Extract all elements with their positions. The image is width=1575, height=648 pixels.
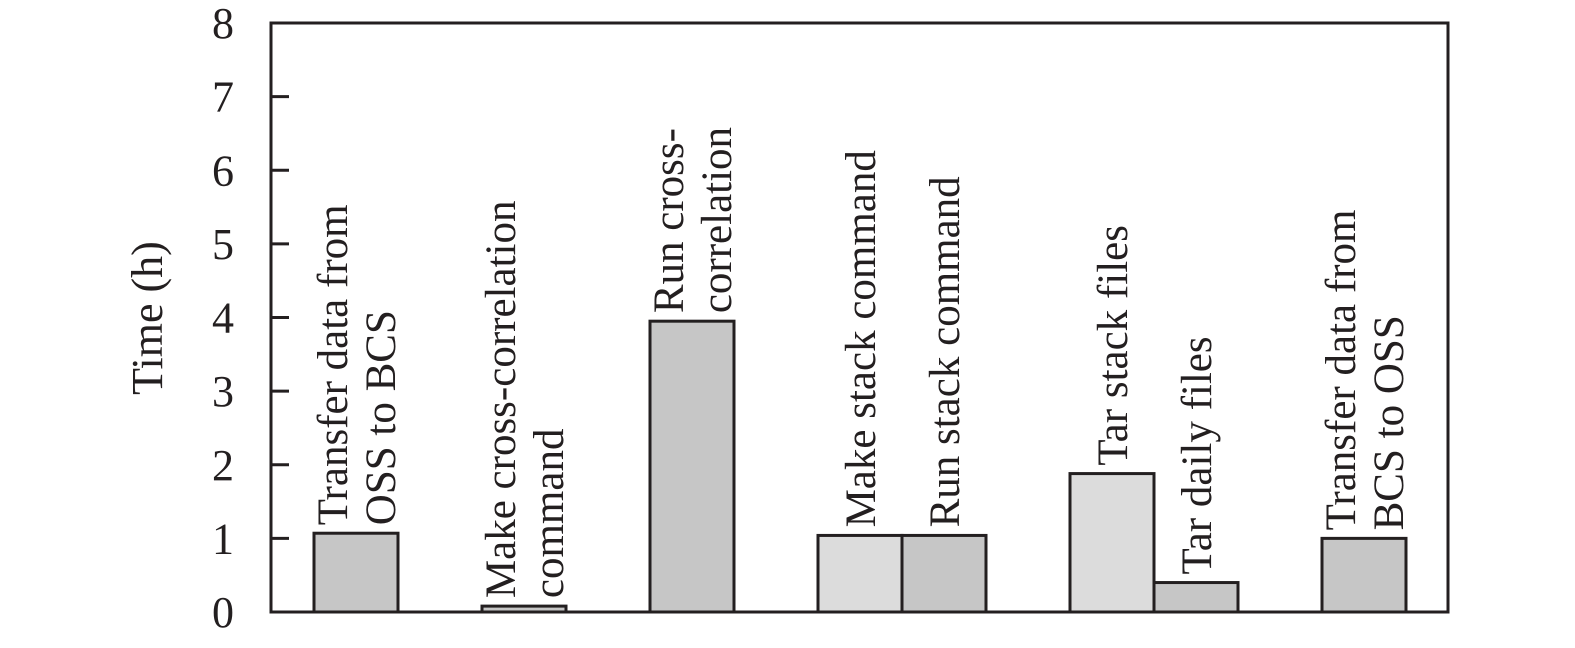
bar-label-line: Make stack command (838, 150, 885, 527)
bar-label-line: BCS to OSS (1366, 315, 1413, 530)
y-tick-label: 1 (212, 514, 234, 563)
bar-label-line: Make cross-correlation (478, 201, 525, 599)
bar (1068, 472, 1156, 614)
bar-label: Make stack command (838, 150, 885, 527)
bar-label-line: Run cross- (646, 128, 693, 313)
bar-label-line: correlation (694, 127, 741, 313)
bar (1320, 536, 1408, 614)
bar-label: Run stack command (922, 176, 969, 527)
y-tick-label: 8 (212, 0, 234, 48)
bar-label-line: command (526, 429, 573, 599)
bar (900, 533, 988, 614)
y-axis-title: Time (h) (123, 241, 172, 395)
bar (648, 319, 736, 614)
bar-label-line: Run stack command (922, 176, 969, 527)
bar-label: Tar stack files (1090, 225, 1137, 466)
bar-label: Tar daily files (1174, 336, 1221, 574)
y-tick-label: 6 (212, 146, 234, 195)
bar-label-line: OSS to BCS (358, 310, 405, 525)
bar (1152, 581, 1240, 614)
bar-label-line: Tar daily files (1174, 336, 1221, 574)
bars (312, 319, 1408, 614)
y-tick-label: 0 (212, 588, 234, 637)
bar-label: Make cross-correlation command (478, 201, 573, 599)
y-tick-label: 3 (212, 367, 234, 416)
bar-label-line: Transfer data from (1318, 210, 1365, 531)
y-tick-label: 2 (212, 441, 234, 490)
bar-labels: Transfer data from OSS to BCS Make cross-c… (310, 127, 1413, 598)
bar (816, 533, 904, 614)
y-tick-label: 5 (212, 220, 234, 269)
bar-label: Run cross-correlation (646, 127, 741, 313)
y-tick-label: 7 (212, 73, 234, 122)
bar (312, 531, 400, 614)
bar-label-line: Transfer data from (310, 204, 357, 525)
bar-label-line: Tar stack files (1090, 225, 1137, 466)
plot-frame (269, 21, 1450, 614)
bar-label: Transfer data from OSS to BCS (310, 204, 405, 525)
bar-label: Transfer data from BCS to OSS (1318, 210, 1413, 531)
y-axis: 0 1 2 3 4 5 6 7 8 (212, 0, 289, 637)
y-tick-label: 4 (212, 294, 234, 343)
